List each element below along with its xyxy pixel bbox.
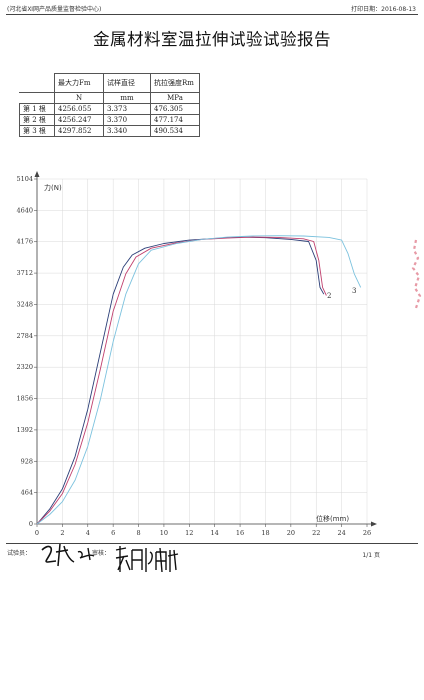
chart-ticks: 0 2 4 6 8 10 12 14 16 18 20 22 24 2604649281392185623… bbox=[16, 175, 371, 537]
cell-fm: 4256.055 bbox=[54, 103, 104, 115]
reviewer-signature bbox=[115, 546, 179, 573]
y-tick-label: 4640 bbox=[16, 206, 33, 214]
y-tick-label: 3248 bbox=[16, 300, 33, 308]
col-header-d: 试样直径 bbox=[103, 73, 151, 93]
x-tick-label: 14 bbox=[211, 529, 219, 537]
table-row: 第 1 根 4256.055 3.373 476.305 bbox=[19, 103, 200, 115]
footer-divider bbox=[6, 543, 418, 544]
x-tick-label: 4 bbox=[86, 529, 90, 537]
chart-grid bbox=[36, 178, 368, 525]
x-tick-label: 16 bbox=[236, 529, 244, 537]
cell-fm: 4256.247 bbox=[54, 114, 104, 126]
x-tick-label: 22 bbox=[312, 529, 320, 537]
cell-rm: 477.174 bbox=[150, 114, 200, 126]
x-tick-label: 12 bbox=[185, 529, 193, 537]
chart-axes bbox=[34, 171, 377, 527]
x-tick-label: 26 bbox=[363, 529, 371, 537]
table-corner bbox=[19, 73, 55, 93]
y-tick-label: 928 bbox=[21, 457, 33, 465]
row-label: 第 1 根 bbox=[19, 103, 55, 115]
scan-stain bbox=[411, 239, 422, 309]
x-axis-label: 位移(mm) bbox=[316, 514, 349, 523]
x-tick-label: 6 bbox=[111, 529, 115, 537]
cell-d: 3.340 bbox=[103, 125, 151, 137]
x-tick-label: 0 bbox=[35, 529, 39, 537]
table-row: 第 2 根 4256.247 3.370 477.174 bbox=[19, 114, 200, 126]
x-axis-arrow bbox=[371, 521, 377, 527]
print-date: 打印日期：2016-08-13 bbox=[351, 4, 416, 13]
y-tick-label: 1856 bbox=[16, 395, 33, 403]
table-units-blank bbox=[19, 92, 55, 104]
y-axis-arrow bbox=[34, 171, 40, 177]
tester-signature bbox=[41, 543, 95, 567]
report-title: 金属材料室温拉伸试验试验报告 bbox=[93, 30, 331, 49]
x-tick-label: 20 bbox=[287, 529, 295, 537]
y-tick-label: 464 bbox=[21, 489, 33, 497]
series-line-1 bbox=[36, 236, 325, 525]
chart-series bbox=[36, 235, 362, 525]
cell-d: 3.370 bbox=[103, 114, 151, 126]
results-table: 最大力Fm 试样直径 抗拉强度Rm N mm MPa 第 1 根 4256.05… bbox=[19, 73, 200, 137]
org-name: (河北省Ⅺ网产品质量监督检验中心) bbox=[7, 6, 102, 13]
tester-label: 试验员： bbox=[7, 550, 32, 557]
y-tick-label: 0 bbox=[29, 520, 33, 528]
print-date-label: 打印日期： bbox=[351, 6, 382, 13]
cell-fm: 4297.852 bbox=[54, 125, 104, 137]
x-tick-label: 24 bbox=[337, 529, 345, 537]
cell-rm: 476.305 bbox=[150, 103, 200, 115]
x-tick-label: 10 bbox=[160, 529, 168, 537]
curve-label-2: 2 bbox=[327, 292, 331, 300]
unit-d: mm bbox=[103, 92, 151, 104]
x-tick-label: 8 bbox=[136, 529, 140, 537]
y-tick-label: 3712 bbox=[16, 269, 33, 277]
col-header-fm: 最大力Fm bbox=[54, 73, 104, 93]
header-divider bbox=[6, 14, 418, 15]
x-tick-label: 2 bbox=[60, 529, 64, 537]
table-header-row: 最大力Fm 试样直径 抗拉强度Rm bbox=[19, 73, 200, 93]
y-axis-label: 力(N) bbox=[44, 183, 62, 192]
table-units-row: N mm MPa bbox=[19, 92, 200, 104]
series-line-2 bbox=[36, 236, 327, 525]
print-date-value: 2016-08-13 bbox=[381, 6, 416, 13]
y-tick-label: 4176 bbox=[16, 238, 33, 246]
series-line-3 bbox=[36, 235, 362, 525]
force-displacement-chart: 0 2 4 6 8 10 12 14 16 18 20 22 24 2604649281392185623… bbox=[16, 171, 377, 537]
y-tick-label: 5104 bbox=[16, 175, 33, 183]
curve-label-3: 3 bbox=[352, 287, 356, 295]
cell-rm: 490.534 bbox=[150, 125, 200, 137]
reviewer-label: 审核： bbox=[92, 550, 111, 557]
y-tick-label: 2320 bbox=[16, 363, 33, 371]
table-row: 第 3 根 4297.852 3.340 490.534 bbox=[19, 125, 200, 137]
page-number: 1/1 页 bbox=[362, 552, 380, 559]
y-tick-label: 1392 bbox=[16, 426, 33, 434]
y-tick-label: 2784 bbox=[16, 332, 33, 340]
cell-d: 3.373 bbox=[103, 103, 151, 115]
unit-rm: MPa bbox=[150, 92, 200, 104]
x-tick-label: 18 bbox=[261, 529, 269, 537]
row-label: 第 3 根 bbox=[19, 125, 55, 137]
col-header-rm: 抗拉强度Rm bbox=[150, 73, 200, 93]
row-label: 第 2 根 bbox=[19, 114, 55, 126]
unit-fm: N bbox=[54, 92, 104, 104]
